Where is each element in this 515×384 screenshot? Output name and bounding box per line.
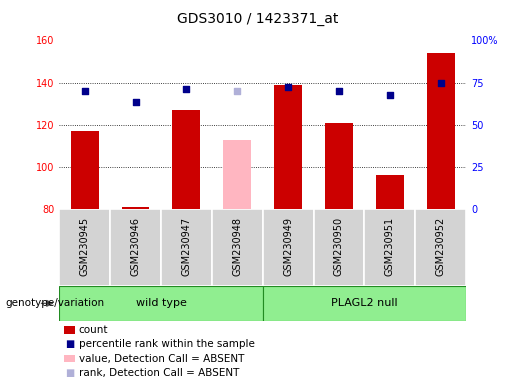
Point — [386, 92, 394, 98]
Bar — [173, 110, 200, 209]
Text: GSM230951: GSM230951 — [385, 217, 395, 276]
Text: percentile rank within the sample: percentile rank within the sample — [79, 339, 255, 349]
Text: GSM230947: GSM230947 — [181, 217, 192, 276]
Text: ■: ■ — [65, 368, 74, 378]
Text: rank, Detection Call = ABSENT: rank, Detection Call = ABSENT — [79, 368, 239, 378]
Text: GSM230952: GSM230952 — [436, 217, 445, 276]
Text: genotype/variation: genotype/variation — [5, 298, 104, 308]
Point — [284, 84, 292, 90]
Bar — [59, 286, 263, 321]
Bar — [122, 207, 149, 209]
Bar — [161, 209, 212, 286]
Bar — [274, 85, 302, 209]
Point — [131, 98, 140, 104]
Bar — [376, 175, 404, 209]
Text: ■: ■ — [65, 339, 74, 349]
Text: count: count — [79, 325, 108, 335]
Text: GDS3010 / 1423371_at: GDS3010 / 1423371_at — [177, 12, 338, 25]
Text: GSM230945: GSM230945 — [80, 217, 90, 276]
Point — [182, 86, 191, 92]
Bar — [325, 123, 353, 209]
Bar — [415, 209, 466, 286]
Text: value, Detection Call = ABSENT: value, Detection Call = ABSENT — [79, 354, 244, 364]
Bar — [426, 53, 455, 209]
Bar — [223, 140, 251, 209]
Bar — [59, 209, 110, 286]
Text: PLAGL2 null: PLAGL2 null — [331, 298, 398, 308]
Bar — [314, 209, 364, 286]
Bar — [263, 286, 466, 321]
Text: GSM230948: GSM230948 — [232, 217, 242, 276]
Point — [80, 88, 89, 94]
Bar — [110, 209, 161, 286]
Bar — [71, 131, 99, 209]
Bar — [364, 209, 415, 286]
Text: GSM230946: GSM230946 — [130, 217, 141, 276]
Point — [437, 79, 445, 86]
Text: GSM230950: GSM230950 — [334, 217, 344, 276]
Bar — [212, 209, 263, 286]
Point — [233, 88, 242, 94]
Text: GSM230949: GSM230949 — [283, 217, 293, 276]
Point — [335, 88, 343, 94]
Bar — [263, 209, 314, 286]
Text: wild type: wild type — [135, 298, 186, 308]
